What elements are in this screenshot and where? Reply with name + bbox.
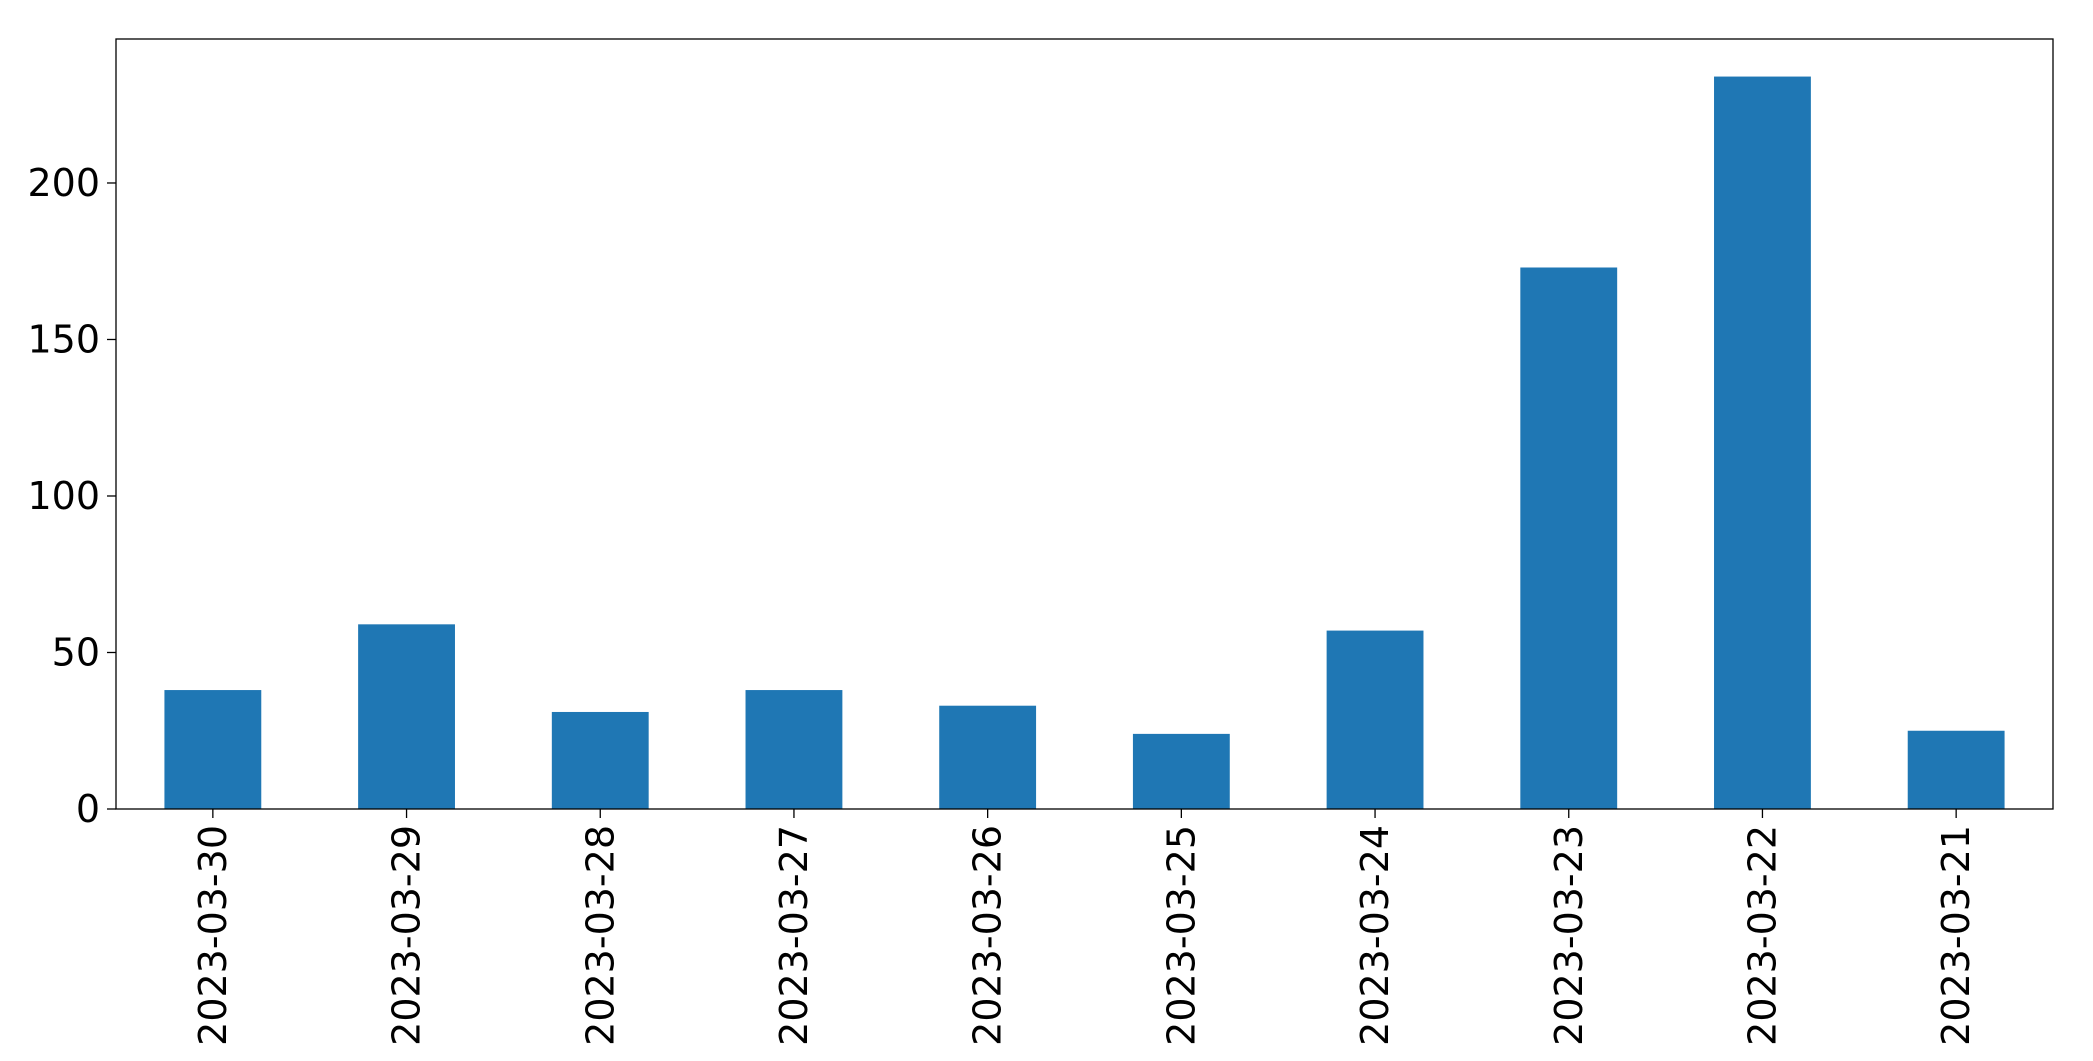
bar — [745, 690, 843, 809]
y-tick-label: 200 — [27, 161, 100, 205]
x-tick-label: 2023-03-28 — [578, 825, 622, 1046]
x-tick-label: 2023-03-23 — [1547, 825, 1591, 1046]
bar — [1520, 267, 1618, 809]
bar — [1714, 76, 1811, 809]
bar — [1907, 730, 2005, 809]
x-tick-label: 2023-03-27 — [772, 825, 816, 1046]
bar — [939, 705, 1037, 809]
x-tick-label: 2023-03-26 — [966, 825, 1010, 1046]
bar — [358, 624, 455, 809]
y-tick-label: 150 — [27, 317, 100, 361]
bar — [1132, 733, 1230, 809]
plot-frame — [115, 38, 2054, 810]
x-tick-label: 2023-03-29 — [385, 825, 429, 1046]
bar — [164, 690, 262, 809]
x-tick-label: 2023-03-25 — [1159, 825, 1203, 1046]
x-tick-label: 2023-03-21 — [1934, 825, 1978, 1046]
x-tick-label: 2023-03-22 — [1740, 825, 1784, 1046]
bar — [1326, 630, 1424, 809]
y-tick-label: 100 — [27, 474, 100, 518]
y-tick-label: 50 — [52, 630, 100, 674]
x-tick-label: 2023-03-30 — [191, 825, 235, 1046]
bar — [551, 711, 649, 809]
y-tick-label: 0 — [76, 787, 100, 831]
x-tick-label: 2023-03-24 — [1353, 825, 1397, 1046]
